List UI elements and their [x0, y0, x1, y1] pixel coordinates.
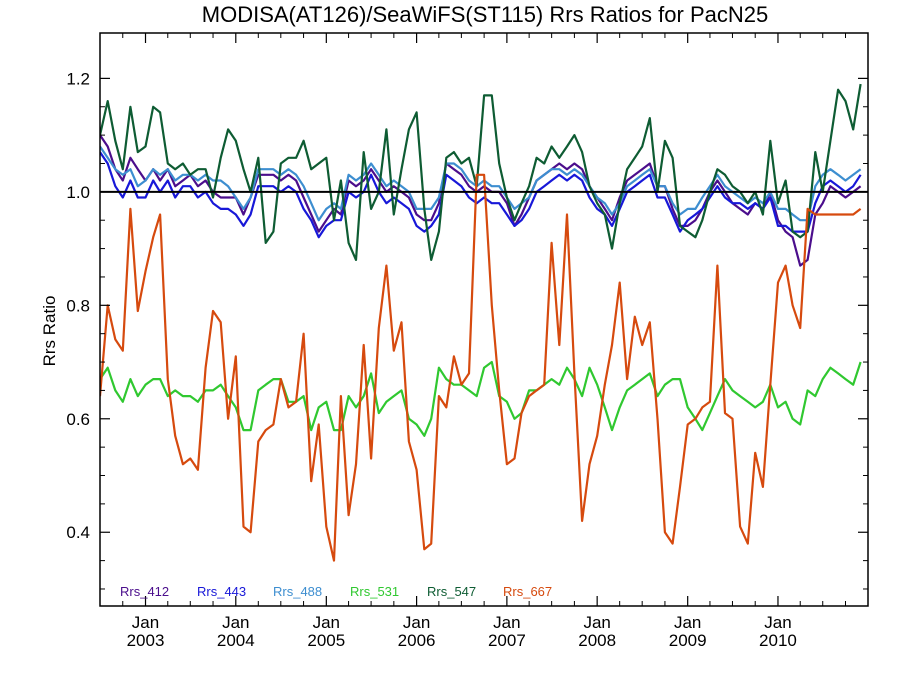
x-tick-label-year: 2003	[127, 631, 165, 650]
x-tick-label-month: Jan	[674, 613, 701, 632]
x-tick-label-year: 2009	[669, 631, 707, 650]
y-tick-label: 1.0	[66, 183, 90, 202]
chart-title: MODISA(AT126)/SeaWiFS(ST115) Rrs Ratios …	[202, 2, 768, 27]
y-tick-label: 0.4	[66, 523, 90, 542]
x-tick-label-year: 2008	[578, 631, 616, 650]
x-tick-label-month: Jan	[132, 613, 159, 632]
x-tick-label-year: 2004	[217, 631, 255, 650]
legend-item-rrs-412: Rrs_412	[120, 584, 169, 599]
x-tick-label-year: 2007	[488, 631, 526, 650]
x-tick-label-year: 2005	[307, 631, 345, 650]
series-line-rrs-667	[100, 173, 862, 562]
x-tick-label-month: Jan	[764, 613, 791, 632]
x-tick-label-year: 2010	[759, 631, 797, 650]
y-axis-label: Rrs Ratio	[40, 296, 59, 367]
plot-frame	[99, 32, 869, 607]
legend-item-rrs-667: Rrs_667	[503, 584, 552, 599]
x-tick-label-year: 2006	[398, 631, 436, 650]
legend-item-rrs-531: Rrs_531	[350, 584, 399, 599]
y-tick-label: 1.2	[66, 69, 90, 88]
x-tick-label-month: Jan	[583, 613, 610, 632]
legend-item-rrs-488: Rrs_488	[273, 584, 322, 599]
series-line-rrs-531	[100, 360, 862, 437]
x-tick-label-month: Jan	[403, 613, 430, 632]
legend: Rrs_412 Rrs_443 Rrs_488 Rrs_531 Rrs_547 Rrs_6…	[120, 584, 552, 599]
series-line-rrs-547	[100, 83, 862, 261]
y-axis: 0.4 0.6 0.8 1.0 1.2	[66, 69, 868, 590]
x-tick-label-month: Jan	[313, 613, 340, 632]
x-tick-label-month: Jan	[222, 613, 249, 632]
series-line-rrs-443	[100, 151, 862, 239]
x-tick-label-month: Jan	[493, 613, 520, 632]
y-tick-label: 0.6	[66, 410, 90, 429]
x-axis: Jan2003Jan2004Jan2005Jan2006Jan2007Jan20…	[99, 33, 846, 650]
legend-item-rrs-547: Rrs_547	[427, 584, 476, 599]
y-tick-label: 0.8	[66, 296, 90, 315]
legend-item-rrs-443: Rrs_443	[197, 584, 246, 599]
series-layer	[100, 83, 862, 562]
